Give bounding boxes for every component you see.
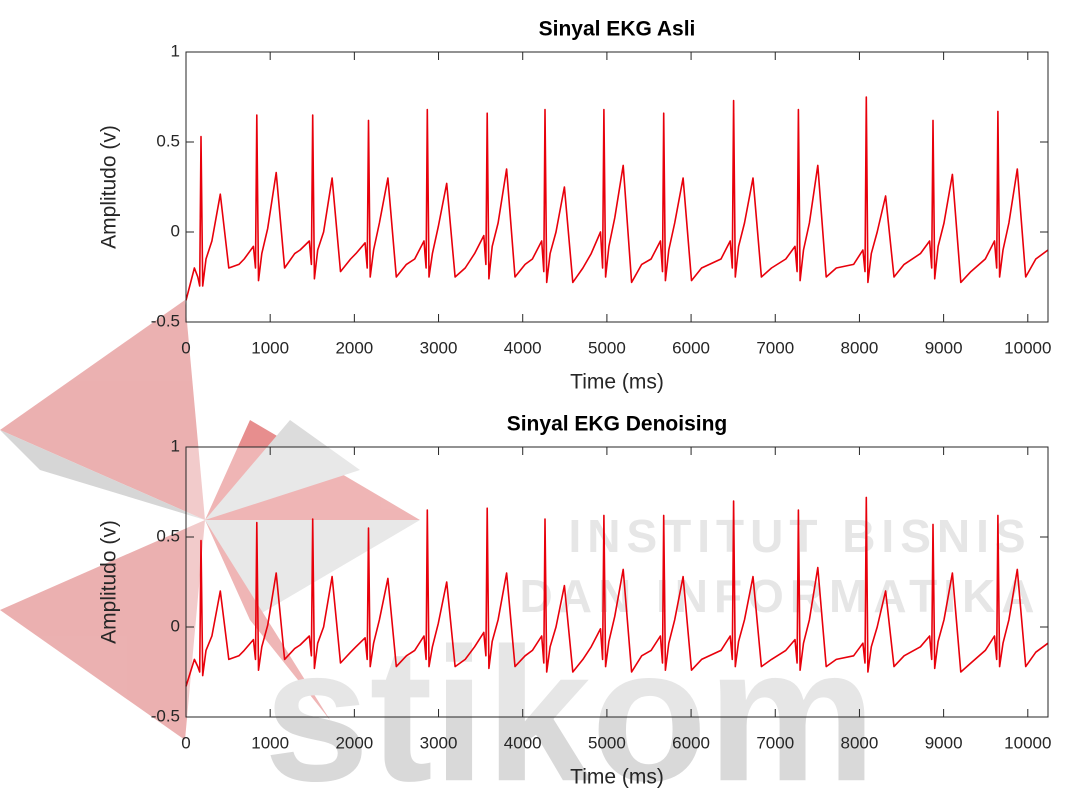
signal-line [185, 496, 1049, 687]
y-tick-label: -0.5 [151, 311, 180, 330]
x-tick-label: 8000 [841, 733, 879, 752]
chart-title: Sinyal EKG Asli [539, 18, 696, 41]
y-axis-label: Amplitudo (v) [98, 520, 121, 644]
y-axis-label: Amplitudo (v) [98, 125, 121, 249]
plot-area [186, 52, 1048, 322]
x-tick-label: 0 [181, 338, 190, 357]
x-tick-label: 2000 [335, 338, 373, 357]
x-tick-label: 9000 [925, 733, 963, 752]
x-tick-label: 10000 [1004, 338, 1051, 357]
x-axis-label: Time (ms) [570, 371, 664, 394]
x-tick-label: 4000 [504, 338, 542, 357]
x-tick-label: 6000 [672, 338, 710, 357]
y-tick-label: -0.5 [151, 706, 180, 725]
chart-title: Sinyal EKG Denoising [507, 413, 728, 436]
axes-box [185, 51, 1049, 323]
y-tick-label: 0 [171, 616, 180, 635]
x-tick-label: 1000 [251, 338, 289, 357]
x-tick-label: 6000 [672, 733, 710, 752]
x-tick-label: 7000 [756, 338, 794, 357]
y-tick-label: 0.5 [156, 131, 180, 150]
watermark-line1: INSTITUT BISNIS [568, 510, 1031, 562]
y-tick-label: 1 [171, 41, 180, 60]
x-tick-label: 4000 [504, 733, 542, 752]
x-tick-label: 5000 [588, 338, 626, 357]
y-tick-label: 0 [171, 221, 180, 240]
x-tick-label: 10000 [1004, 733, 1051, 752]
y-tick-label: 0.5 [156, 526, 180, 545]
x-tick-label: 5000 [588, 733, 626, 752]
x-tick-label: 9000 [925, 338, 963, 357]
signal-line [185, 96, 1049, 301]
x-tick-label: 1000 [251, 733, 289, 752]
axes-box [185, 446, 1049, 718]
x-tick-label: 3000 [420, 733, 458, 752]
x-axis-label: Time (ms) [570, 766, 664, 789]
plot-area [186, 447, 1048, 717]
x-tick-label: 2000 [335, 733, 373, 752]
x-tick-label: 0 [181, 733, 190, 752]
x-tick-label: 8000 [841, 338, 879, 357]
x-tick-label: 7000 [756, 733, 794, 752]
y-tick-label: 1 [171, 436, 180, 455]
x-tick-label: 3000 [420, 338, 458, 357]
